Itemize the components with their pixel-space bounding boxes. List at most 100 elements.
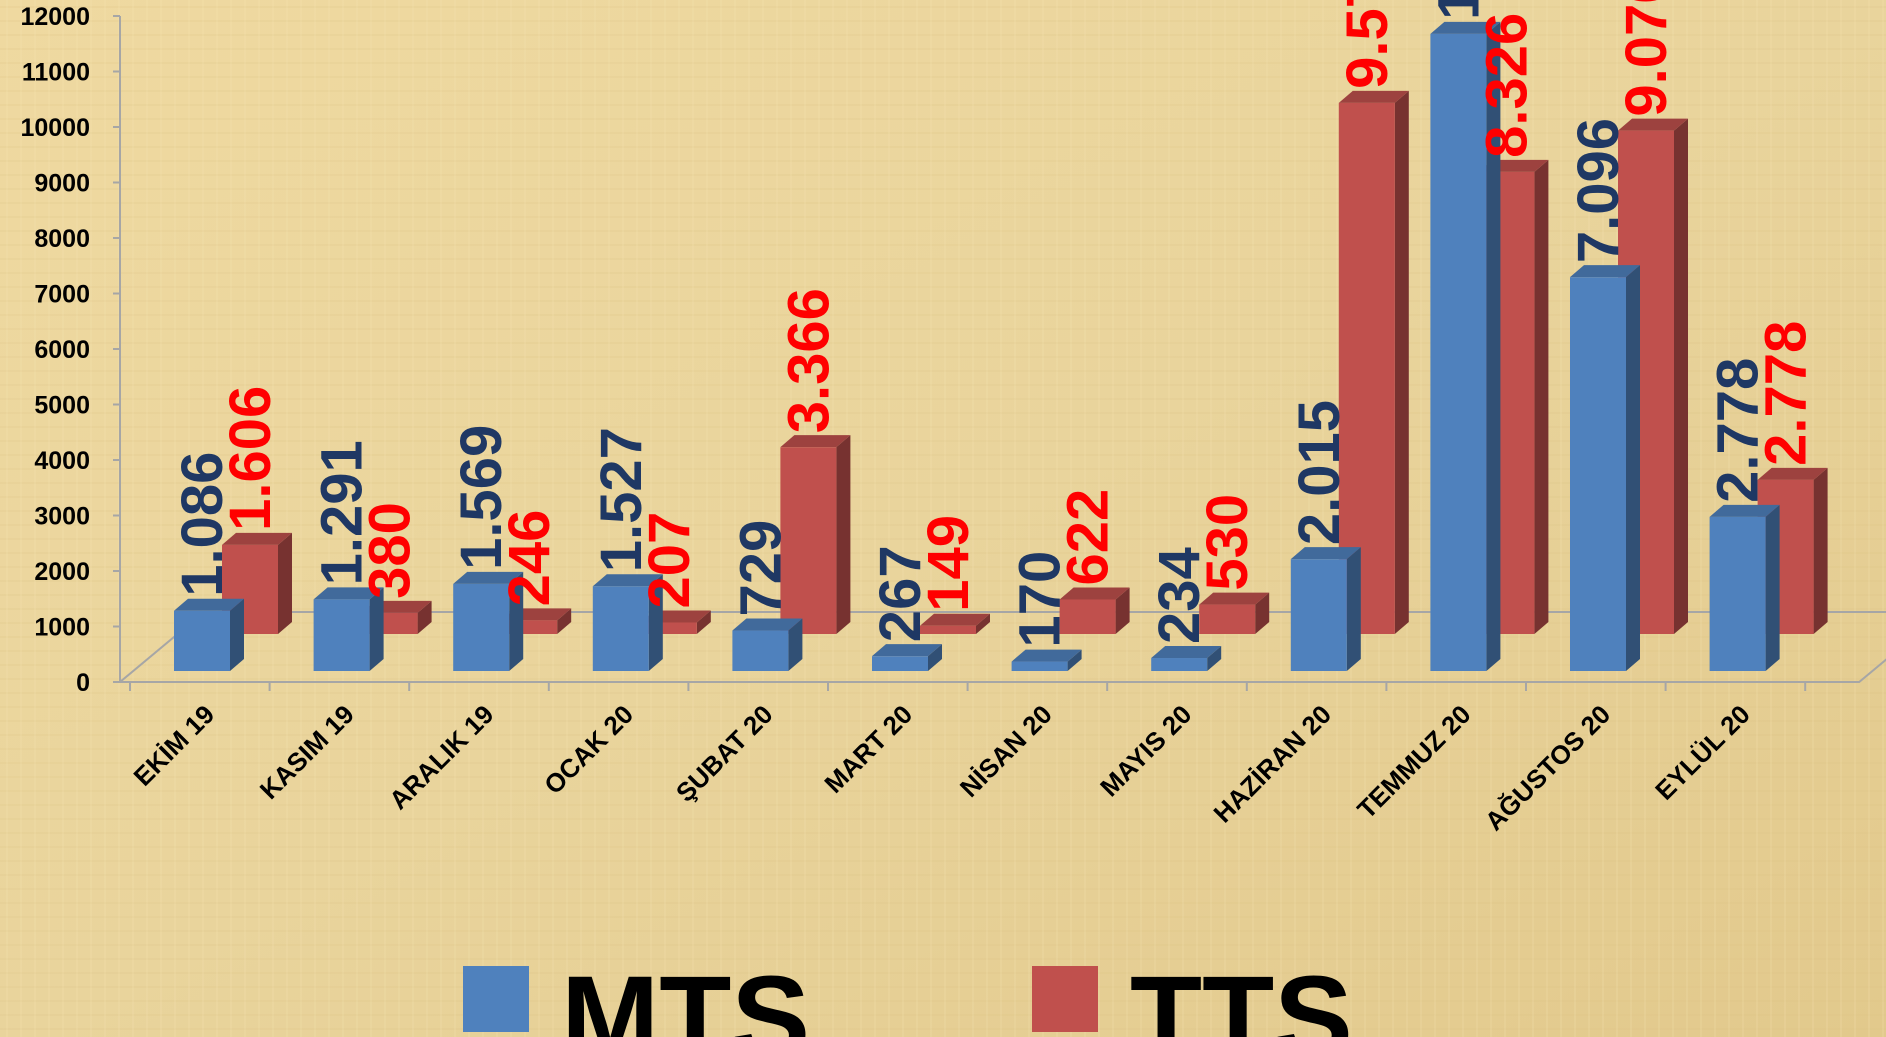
y-tick-label: 1000 [34, 614, 90, 642]
bar-side [509, 571, 524, 671]
bar [1059, 599, 1116, 634]
bar [732, 630, 789, 671]
bar [313, 599, 370, 671]
data-label: 2.778 [1706, 358, 1771, 503]
bar-top [592, 574, 663, 587]
bar-side [1765, 504, 1780, 671]
y-tick-label: 6000 [34, 336, 90, 364]
bar-side [1346, 547, 1361, 671]
bar-side [1534, 159, 1549, 635]
y-tick-label: 7000 [34, 281, 90, 309]
bar-top [872, 644, 942, 657]
y-tick-label: 2000 [34, 558, 90, 586]
bar [1151, 658, 1208, 671]
y-tick-label: 3000 [34, 503, 90, 531]
bar-top [1011, 649, 1082, 662]
bar-top [1151, 646, 1222, 659]
data-label: 7.096 [1566, 118, 1631, 263]
data-label: 530 [1195, 494, 1260, 591]
data-label: 1.606 [218, 386, 283, 531]
bar-top [920, 613, 990, 626]
bar-top [1199, 592, 1270, 605]
bar-top [1430, 21, 1501, 34]
bar [174, 610, 230, 671]
data-label: 3.366 [776, 288, 841, 433]
bar-top [1618, 118, 1688, 131]
legend-swatch [463, 966, 529, 1032]
bar-side [1486, 21, 1501, 672]
y-tick-label: 11000 [22, 59, 90, 87]
bar [780, 447, 837, 634]
y-tick-label: 0 [76, 669, 90, 697]
bar-side [976, 613, 990, 634]
data-label: 380 [358, 502, 423, 599]
bar-top [1757, 467, 1828, 480]
bar-side [278, 532, 292, 634]
data-label: 729 [728, 520, 793, 617]
bar-side [928, 644, 942, 671]
legend-label: TTS [1130, 952, 1353, 1037]
data-label: 234 [1147, 547, 1212, 644]
bar-top [313, 587, 384, 600]
bar [1011, 661, 1068, 671]
bar [920, 625, 976, 634]
bar-side [1674, 118, 1688, 635]
bar [592, 586, 649, 671]
bar [1570, 277, 1626, 671]
data-label: 8.326 [1474, 13, 1539, 158]
bar [1709, 516, 1766, 671]
bar-side [1067, 649, 1082, 671]
bar-top [732, 618, 803, 631]
data-label: 170 [1008, 551, 1073, 648]
data-label: 267 [868, 545, 933, 642]
bar-top [780, 435, 851, 448]
bar [1290, 559, 1347, 671]
bar [453, 583, 510, 671]
data-label: 2.015 [1287, 400, 1352, 545]
bar-top [1570, 265, 1640, 278]
data-label: 1.569 [449, 425, 514, 570]
y-tick-label: 8000 [34, 225, 90, 253]
data-label: 149 [916, 515, 981, 612]
bar [640, 622, 697, 634]
bar-side [1115, 587, 1130, 634]
legend-swatch [1032, 966, 1098, 1032]
bar-top [174, 598, 244, 611]
bar-side [836, 435, 851, 634]
data-label: 11.480 [1426, 0, 1491, 20]
data-label: 9.570 [1335, 0, 1400, 89]
bar-side [1394, 90, 1409, 635]
data-label: 246 [497, 510, 562, 607]
bar [1199, 604, 1256, 634]
y-tick-label: 9000 [34, 170, 90, 198]
bar-side [369, 587, 384, 671]
bar-side [230, 598, 244, 671]
bar-top [1290, 547, 1361, 560]
data-label: 1.527 [589, 427, 654, 572]
bar-top [1709, 504, 1780, 517]
bar-side [1255, 592, 1270, 634]
y-tick-label: 10000 [20, 114, 90, 142]
bar-side [648, 574, 663, 671]
bar-side [696, 610, 711, 634]
legend-label: MTS [561, 952, 810, 1037]
bar-top [1059, 587, 1130, 600]
bar-side [1207, 646, 1222, 671]
bar-top [222, 532, 292, 545]
bar [1338, 102, 1395, 635]
y-tick-label: 12000 [20, 3, 90, 31]
bar-side [417, 600, 432, 634]
y-tick-label: 4000 [34, 447, 90, 475]
bar-side [1813, 467, 1828, 634]
data-label: 9.070 [1614, 0, 1679, 117]
bar-side [1626, 265, 1640, 671]
bar [872, 656, 928, 671]
data-label: 2.778 [1754, 321, 1819, 466]
data-label: 1.086 [170, 452, 235, 597]
bar-side [557, 608, 572, 634]
bar-side [788, 618, 803, 671]
y-tick-label: 5000 [34, 392, 90, 420]
data-label: 207 [637, 512, 702, 609]
data-label: 1.291 [310, 440, 375, 585]
